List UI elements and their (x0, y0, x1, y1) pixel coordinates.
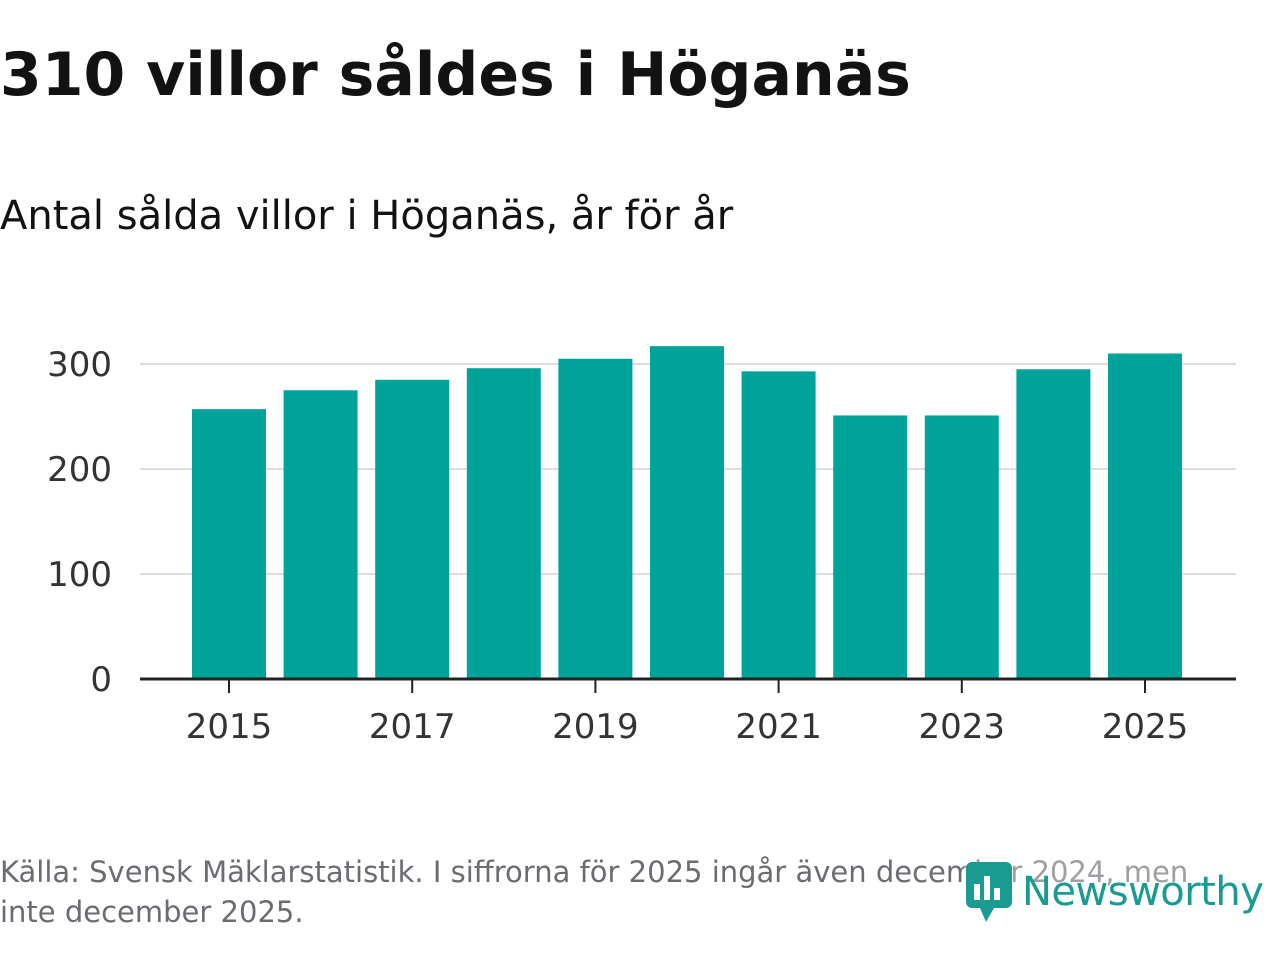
x-tick-label-2025: 2025 (1102, 707, 1189, 747)
bar-2018 (466, 368, 541, 679)
chart-subtitle: Antal sålda villor i Höganäs, år för år (0, 193, 734, 239)
bar-2017 (375, 379, 450, 679)
bar-2016 (283, 390, 358, 679)
y-tick-label-0: 0 (90, 660, 112, 700)
chart-title: 310 villor såldes i Höganäs (0, 40, 911, 110)
bar-2024 (1016, 369, 1091, 679)
bar-2021 (741, 371, 816, 679)
bar-2015 (192, 409, 266, 679)
x-tick-label-2019: 2019 (552, 707, 639, 747)
bar-2023 (924, 415, 999, 679)
bar-2022 (833, 415, 908, 679)
y-tick-label-200: 200 (47, 450, 112, 490)
y-axis: 0 100 200 300 (47, 345, 112, 700)
bar-2019 (558, 358, 633, 679)
y-tick-label-300: 300 (47, 345, 112, 385)
bar-2025 (1108, 353, 1182, 679)
bar-2020 (650, 346, 724, 679)
newsworthy-logo-icon (966, 862, 1012, 922)
x-tick-label-2021: 2021 (735, 707, 822, 747)
newsworthy-logo: Newsworthy (964, 860, 1264, 924)
bars (192, 346, 1182, 679)
x-tick-label-2017: 2017 (369, 707, 456, 747)
x-tick-label-2023: 2023 (919, 707, 1006, 747)
x-axis: 2015 2017 2019 2021 2023 2025 (140, 677, 1236, 747)
y-tick-label-100: 100 (47, 555, 112, 595)
logo-text: Newsworthy (1022, 869, 1264, 915)
x-tick-label-2015: 2015 (186, 707, 273, 747)
